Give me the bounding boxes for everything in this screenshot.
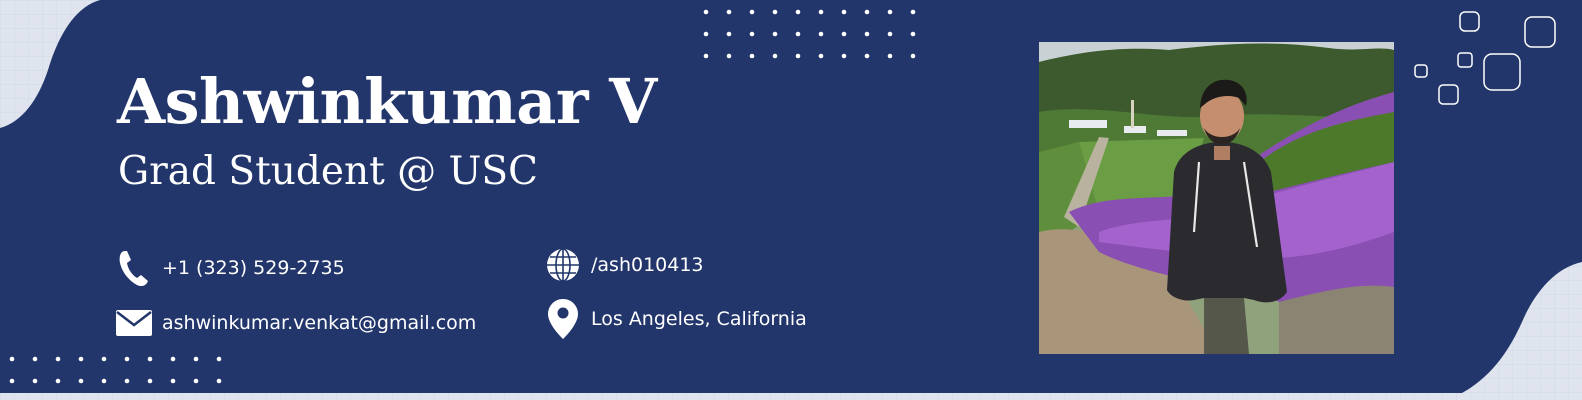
decor-dot [818,53,824,59]
decor-dot [124,356,130,362]
dot-pattern-bottom [9,356,222,384]
decor-dot [193,356,199,362]
person-figure [1167,79,1287,354]
contact-location[interactable]: Los Angeles, California [543,299,807,339]
decor-dot [32,378,38,384]
decor-dot [726,9,732,15]
map-pin-icon [543,299,583,339]
decor-dot [703,9,709,15]
contact-email[interactable]: ashwinkumar.venkat@gmail.com [114,303,476,343]
decor-dot [147,378,153,384]
envelope-icon [114,303,154,343]
decor-dot [841,9,847,15]
decor-dot [78,356,84,362]
decor-dot [216,378,222,384]
social-handle: /ash010413 [591,254,704,276]
decor-dot [147,356,153,362]
decor-dot [772,31,778,37]
decor-dot [749,9,755,15]
decor-dot [703,53,709,59]
decor-dot [910,9,916,15]
decor-dot [170,356,176,362]
location-text: Los Angeles, California [591,308,807,330]
decor-dot [864,31,870,37]
decor-dot [726,53,732,59]
decor-dot [887,9,893,15]
rounded-squares-decoration [1414,11,1556,105]
decor-dot [795,9,801,15]
decor-dot [193,378,199,384]
decor-dot [55,356,61,362]
email-address: ashwinkumar.venkat@gmail.com [162,312,477,334]
profile-photo [1039,42,1394,354]
decor-dot [818,31,824,37]
decor-dot [749,31,755,37]
decor-dot [795,53,801,59]
decor-dot [703,31,709,37]
decor-dot [772,53,778,59]
profile-name: Ashwinkumar V [117,65,657,138]
decor-dot [864,9,870,15]
decor-dot [78,378,84,384]
decor-dot [101,356,107,362]
decor-dot [795,31,801,37]
decor-dot [887,53,893,59]
decor-dot [887,31,893,37]
decor-dot [9,356,15,362]
decor-dot [772,9,778,15]
globe-icon [543,245,583,285]
contact-social[interactable]: /ash010413 [543,245,704,285]
decor-dot [101,378,107,384]
decor-dot [864,53,870,59]
decor-dot [818,9,824,15]
decor-dot [910,53,916,59]
decor-dot [749,53,755,59]
decor-dot [910,31,916,37]
decor-dot [9,378,15,384]
phone-icon [114,248,154,288]
decor-dot [216,356,222,362]
decor-dot [841,31,847,37]
decor-dot [55,378,61,384]
dot-pattern-top [703,9,916,59]
contact-phone[interactable]: +1 (323) 529-2735 [114,248,345,288]
decor-dot [170,378,176,384]
decor-dot [841,53,847,59]
decor-dot [32,356,38,362]
profile-subtitle: Grad Student @ USC [118,149,538,194]
phone-number: +1 (323) 529-2735 [162,257,345,279]
decor-dot [726,31,732,37]
decor-dot [124,378,130,384]
